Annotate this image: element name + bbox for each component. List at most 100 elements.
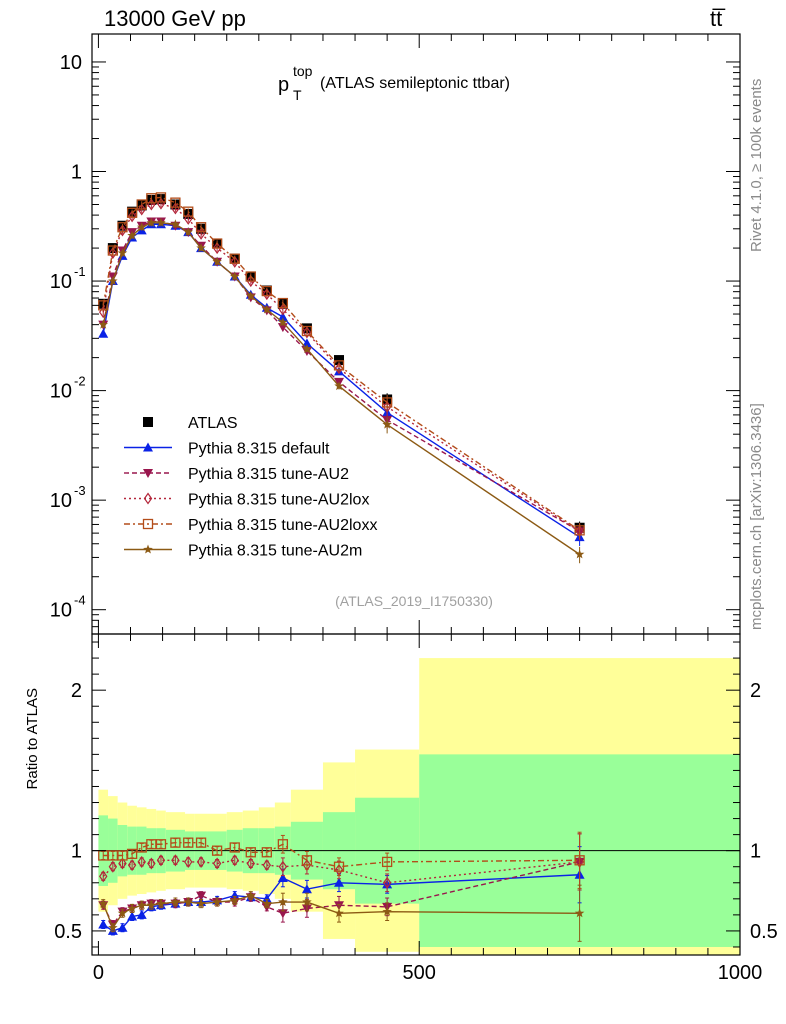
ratio-point bbox=[230, 854, 239, 867]
data-point bbox=[277, 297, 289, 309]
x-tick-label: 1000 bbox=[718, 962, 763, 984]
ratio-y-axis: 0.5 0.5 1 1 2 2 Ratio to ATLAS bbox=[24, 641, 778, 948]
ratio-point bbox=[183, 897, 193, 907]
data-point bbox=[170, 197, 181, 208]
legend-item: Pythia 8.315 tune-AU2m bbox=[124, 543, 362, 560]
ratio-point bbox=[212, 857, 222, 870]
ratio-point bbox=[301, 884, 312, 894]
series-atlas bbox=[98, 194, 585, 535]
ratio-point bbox=[334, 877, 345, 887]
series-line bbox=[102, 220, 580, 532]
y-tick-exponent: -2 bbox=[74, 374, 86, 389]
data-point bbox=[334, 355, 345, 366]
legend-marker bbox=[143, 544, 153, 554]
legend-label: ATLAS bbox=[188, 415, 238, 432]
ratio-point bbox=[382, 906, 392, 916]
ratio-point bbox=[302, 859, 312, 872]
data-point bbox=[229, 253, 240, 264]
y-tick-label: 10 bbox=[50, 381, 72, 403]
title-superscript: top bbox=[293, 63, 313, 79]
legend-marker bbox=[143, 469, 153, 478]
y-tick-label: 10 bbox=[50, 271, 72, 293]
legend-marker bbox=[143, 417, 153, 427]
series-pythia-8-315-tune-au2loxx bbox=[98, 192, 585, 540]
data-point bbox=[127, 230, 137, 240]
data-point bbox=[184, 212, 193, 225]
legend-item: ATLAS bbox=[143, 415, 238, 432]
data-point bbox=[117, 248, 128, 258]
y-tick-exponent: -3 bbox=[74, 483, 86, 498]
ratio-point bbox=[117, 908, 128, 918]
data-point bbox=[155, 192, 167, 203]
y-tick-label: 10 bbox=[50, 490, 72, 512]
data-point bbox=[245, 271, 256, 282]
ratio-point bbox=[261, 847, 272, 858]
data-point bbox=[98, 319, 108, 329]
ratio-tick-label: 2 bbox=[750, 680, 761, 702]
ratio-point bbox=[302, 897, 312, 907]
ratio-point bbox=[147, 857, 156, 870]
ratio-point bbox=[574, 908, 585, 918]
data-point bbox=[333, 360, 345, 371]
ratio-point bbox=[155, 839, 167, 850]
title-p: p bbox=[278, 74, 289, 96]
data-point bbox=[574, 525, 585, 536]
ratio-point bbox=[171, 854, 180, 867]
ratio-point bbox=[127, 911, 138, 921]
analysis-tag: (ATLAS_2019_I1750330) bbox=[335, 593, 493, 609]
ratio-point bbox=[277, 872, 288, 882]
ratio-pythia-8-315-tune-au2loxx bbox=[98, 831, 585, 889]
y-tick-exponent: -1 bbox=[74, 264, 86, 279]
ratio-point bbox=[195, 837, 207, 848]
ratio-tick-label: 0.5 bbox=[54, 921, 82, 943]
ratio-point bbox=[117, 922, 128, 932]
ratio-point bbox=[98, 919, 109, 929]
legend-label: Pythia 8.315 default bbox=[188, 441, 330, 458]
ratio-point bbox=[126, 848, 138, 860]
ratio-point bbox=[245, 847, 256, 858]
data-point bbox=[302, 344, 312, 353]
ratio-tick-label: 1 bbox=[750, 841, 761, 863]
ratio-point bbox=[108, 922, 118, 932]
data-point bbox=[183, 227, 193, 237]
data-point bbox=[107, 245, 119, 256]
y-tick-exponent: -4 bbox=[74, 593, 86, 608]
ratio-point bbox=[229, 842, 240, 853]
data-point bbox=[127, 210, 137, 223]
data-point bbox=[262, 288, 272, 301]
data-point bbox=[118, 224, 127, 237]
data-point bbox=[301, 325, 313, 337]
data-point bbox=[108, 276, 118, 286]
ratio-point bbox=[230, 895, 240, 905]
y-tick-label: 10 bbox=[50, 600, 72, 622]
y-tick-label: 1 bbox=[71, 162, 82, 184]
ratio-point bbox=[574, 855, 585, 866]
ratio-point bbox=[301, 855, 313, 866]
ratio-point bbox=[184, 855, 193, 868]
data-point bbox=[156, 217, 166, 227]
data-point bbox=[277, 311, 288, 321]
series-pythia-8-315-tune-au2m bbox=[98, 217, 585, 564]
ratio-point bbox=[127, 859, 137, 872]
ratio-point bbox=[170, 837, 181, 848]
data-point bbox=[334, 381, 344, 391]
ratio-point bbox=[98, 898, 108, 908]
mcplots-label: mcplots.cern.ch [arXiv:1306.3436] bbox=[748, 403, 765, 630]
ratio-point bbox=[146, 900, 157, 910]
data-point bbox=[196, 243, 206, 253]
data-point bbox=[137, 203, 146, 216]
data-point bbox=[183, 206, 194, 217]
ratio-point bbox=[261, 893, 272, 903]
ratio-point bbox=[277, 909, 288, 919]
rivet-label: Rivet 4.1.0, ≥ 100k events bbox=[748, 78, 765, 252]
ratio-point bbox=[196, 898, 206, 908]
data-point bbox=[211, 238, 223, 249]
ratio-point bbox=[211, 845, 223, 856]
data-point bbox=[170, 219, 181, 229]
ratio-point bbox=[183, 837, 194, 848]
ratio-point bbox=[262, 859, 272, 872]
data-point bbox=[381, 397, 393, 408]
process-label: tt̅ bbox=[710, 6, 723, 31]
